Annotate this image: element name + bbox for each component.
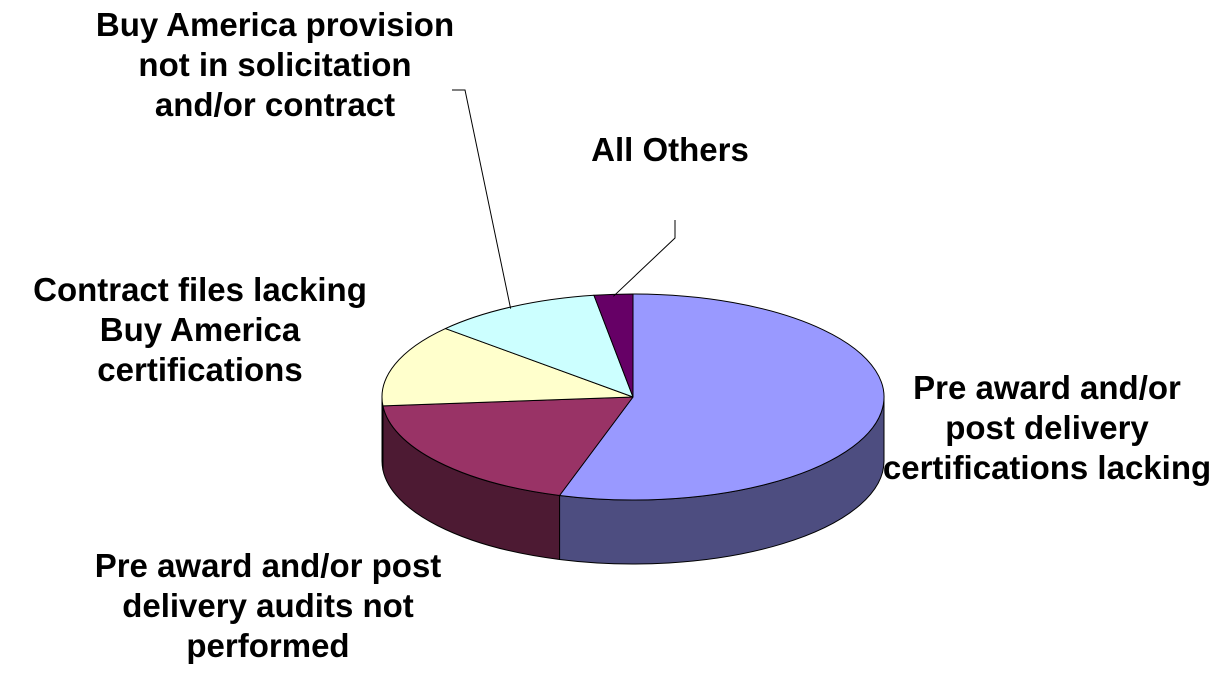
slice-label-preaward-audits: Pre award and/or post delivery audits no… (94, 547, 442, 664)
leader-line-all-others (613, 220, 676, 297)
slice-label-preaward-certifications: Pre award and/or post delivery certifica… (882, 369, 1212, 486)
pie-slice-buy-america-provision-not-in-solicitatio (444, 294, 634, 398)
slice-label-buy-america-provision: Buy America provision not in solicitatio… (95, 6, 455, 123)
slice-label-all-others: All Others (591, 131, 749, 168)
pie-slice-all-others (593, 293, 634, 398)
pie-side-contract-files-lacking-buy-america-certi (381, 396, 384, 471)
leader-line-buy-america-provision (452, 89, 512, 309)
pie-slice-pre-award-and-or-post-delivery-audits-no (382, 396, 634, 496)
pie-slice-contract-files-lacking-buy-america-certi (381, 328, 634, 407)
pie-slice-pre-award-and-or-post-delivery-certifica (559, 293, 885, 501)
slice-label-contract-files: Contract files lacking Buy America certi… (33, 271, 367, 388)
